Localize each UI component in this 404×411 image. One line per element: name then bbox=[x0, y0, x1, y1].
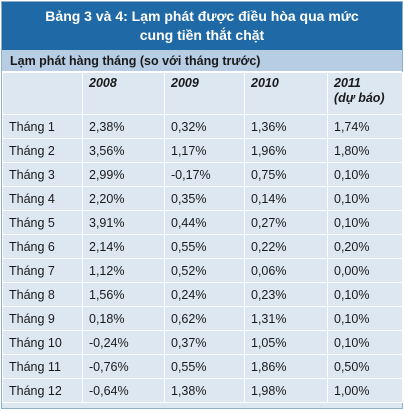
table-cell-value: 0,50% bbox=[327, 354, 403, 379]
header-row: 2008 2009 2010 2011 (dự báo) bbox=[2, 72, 403, 115]
table-cell-value: 0,10% bbox=[327, 210, 403, 235]
table-cell-value: 2,14% bbox=[82, 234, 165, 259]
table-cell-value: 1,98% bbox=[244, 378, 328, 403]
table-row: Tháng 4 2,20% 0,35% 0,14% 0,10% bbox=[2, 186, 403, 211]
table-cell-value: 0,10% bbox=[327, 306, 403, 331]
table-row: Tháng 2 3,56% 1,17% 1,96% 1,80% bbox=[2, 138, 403, 163]
row-label-month: Tháng 6 bbox=[2, 234, 83, 259]
header-2011-forecast-note: (dự báo) bbox=[334, 91, 385, 105]
table-cell-value: 0,18% bbox=[82, 306, 165, 331]
row-label-month: Tháng 3 bbox=[2, 162, 83, 187]
table-cell-value: -0,64% bbox=[82, 378, 165, 403]
table-cell-value: 0,55% bbox=[164, 234, 245, 259]
header-cell-2009: 2009 bbox=[164, 72, 245, 115]
table-row: Tháng 10 -0,24% 0,37% 1,05% 0,10% bbox=[2, 330, 403, 355]
table-cell-value: 0,10% bbox=[327, 162, 403, 187]
table-cell-value: 0,06% bbox=[244, 258, 328, 283]
table-cell-value: 0,27% bbox=[244, 210, 328, 235]
table-cell-value: 0,37% bbox=[164, 330, 245, 355]
row-label-month: Tháng 2 bbox=[2, 138, 83, 163]
table-row: Tháng 7 1,12% 0,52% 0,06% 0,00% bbox=[2, 258, 403, 283]
table-cell-value: 1,38% bbox=[164, 378, 245, 403]
table-cell-value: 1,05% bbox=[244, 330, 328, 355]
table-title-line-2: cung tiền thắt chặt bbox=[139, 27, 265, 43]
inflation-table: 2008 2009 2010 2011 (dự báo) Tháng 1 2,38… bbox=[2, 72, 403, 403]
row-label-month: Tháng 1 bbox=[2, 114, 83, 139]
table-cell-value: 2,20% bbox=[82, 186, 165, 211]
table-cell-value: 2,38% bbox=[82, 114, 165, 139]
table-cell-value: 3,91% bbox=[82, 210, 165, 235]
row-label-month: Tháng 12 bbox=[2, 378, 83, 403]
table-cell-value: 0,22% bbox=[244, 234, 328, 259]
row-label-month: Tháng 7 bbox=[2, 258, 83, 283]
row-label-month: Tháng 9 bbox=[2, 306, 83, 331]
table-cell-value: 0,14% bbox=[244, 186, 328, 211]
header-cell-month bbox=[2, 72, 83, 115]
table-subtitle: Lạm phát hàng tháng (so với tháng trước) bbox=[2, 50, 402, 72]
table-cell-value: 0,32% bbox=[164, 114, 245, 139]
header-2011-label: 2011 bbox=[334, 76, 361, 90]
table-cell-value: 1,12% bbox=[82, 258, 165, 283]
table-cell-value: 1,80% bbox=[327, 138, 403, 163]
table-cell-value: 0,44% bbox=[164, 210, 245, 235]
table-cell-value: 1,17% bbox=[164, 138, 245, 163]
header-cell-2010: 2010 bbox=[244, 72, 328, 115]
table-row: Tháng 5 3,91% 0,44% 0,27% 0,10% bbox=[2, 210, 403, 235]
table-cell-value: 1,86% bbox=[244, 354, 328, 379]
row-label-month: Tháng 11 bbox=[2, 354, 83, 379]
table-row: Tháng 8 1,56% 0,24% 0,23% 0,10% bbox=[2, 282, 403, 307]
table-title-line-1: Bảng 3 và 4: Lạm phát được điều hòa qua … bbox=[45, 8, 359, 24]
table-cell-value: 2,99% bbox=[82, 162, 165, 187]
table-row: Tháng 1 2,38% 0,32% 1,36% 1,74% bbox=[2, 114, 403, 139]
table-cell-value: 0,24% bbox=[164, 282, 245, 307]
row-label-month: Tháng 5 bbox=[2, 210, 83, 235]
table-cell-value: 0,10% bbox=[327, 330, 403, 355]
header-cell-2011: 2011 (dự báo) bbox=[327, 72, 403, 115]
table-cell-value: 0,75% bbox=[244, 162, 328, 187]
row-label-month: Tháng 10 bbox=[2, 330, 83, 355]
table-cell-value: -0,76% bbox=[82, 354, 165, 379]
table-row: Tháng 3 2,99% -0,17% 0,75% 0,10% bbox=[2, 162, 403, 187]
table-cell-value: 0,10% bbox=[327, 282, 403, 307]
table-cell-value: 1,96% bbox=[244, 138, 328, 163]
table-cell-value: 0,55% bbox=[164, 354, 245, 379]
table-row: Tháng 12 -0,64% 1,38% 1,98% 1,00% bbox=[2, 378, 403, 403]
table-cell-value: 1,36% bbox=[244, 114, 328, 139]
table-cell-value: 0,00% bbox=[327, 258, 403, 283]
table-cell-value: 3,56% bbox=[82, 138, 165, 163]
table-cell-value: 1,31% bbox=[244, 306, 328, 331]
table-cell-value: 1,00% bbox=[327, 378, 403, 403]
row-label-month: Tháng 8 bbox=[2, 282, 83, 307]
table-cell-value: -0,17% bbox=[164, 162, 245, 187]
table-cell-value: 1,74% bbox=[327, 114, 403, 139]
row-label-month: Tháng 4 bbox=[2, 186, 83, 211]
table-cell-value: 0,52% bbox=[164, 258, 245, 283]
table-row: Tháng 6 2,14% 0,55% 0,22% 0,20% bbox=[2, 234, 403, 259]
table-title: Bảng 3 và 4: Lạm phát được điều hòa qua … bbox=[2, 2, 402, 50]
table-cell-value: 0,10% bbox=[327, 186, 403, 211]
table-cell-value: 1,56% bbox=[82, 282, 165, 307]
table-row: Tháng 11 -0,76% 0,55% 1,86% 0,50% bbox=[2, 354, 403, 379]
header-cell-2008: 2008 bbox=[82, 72, 165, 115]
table-cell-value: 0,35% bbox=[164, 186, 245, 211]
table-cell-value: 0,23% bbox=[244, 282, 328, 307]
table-cell-value: -0,24% bbox=[82, 330, 165, 355]
table-cell-value: 0,62% bbox=[164, 306, 245, 331]
table-row: Tháng 9 0,18% 0,62% 1,31% 0,10% bbox=[2, 306, 403, 331]
table-cell-value: 0,20% bbox=[327, 234, 403, 259]
